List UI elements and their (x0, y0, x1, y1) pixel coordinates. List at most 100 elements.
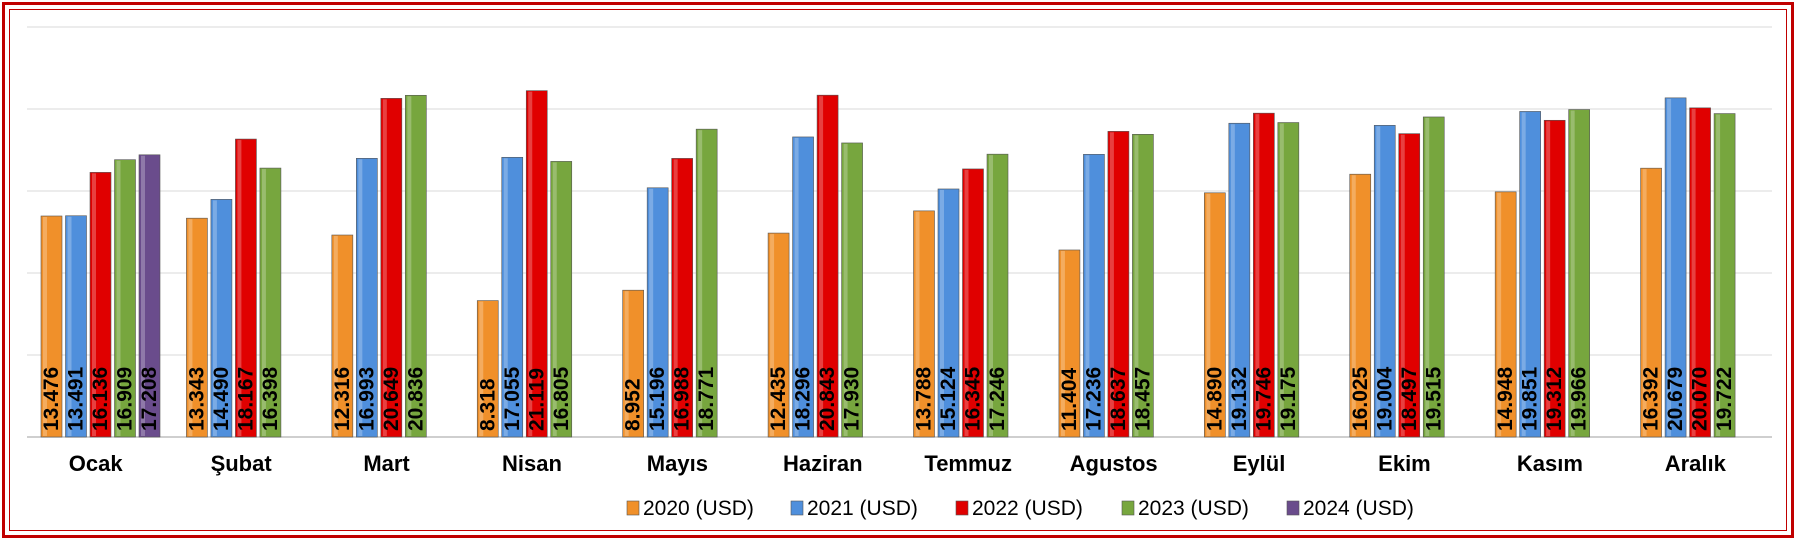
bar-highlight (1206, 193, 1211, 436)
data-label: 20.843 (816, 367, 839, 431)
bar-2021-usd-may-s (646, 187, 669, 438)
category-label: Nisan (502, 451, 562, 476)
bar-highlight (552, 162, 557, 436)
data-label: 15.196 (646, 367, 669, 431)
bar-highlight (407, 96, 412, 436)
bar-highlight (673, 159, 678, 437)
bar-2023-usd-ocak (114, 159, 136, 438)
bar-2022-usd-ubat (235, 138, 257, 438)
bar-2023-usd-aral-k (1713, 113, 1736, 438)
bar-2022-usd-eyl-l (1253, 112, 1275, 438)
bar-highlight (794, 137, 799, 436)
data-label: 11.404 (1058, 368, 1081, 431)
bar-highlight (1400, 134, 1405, 436)
bar-highlight (1497, 192, 1502, 436)
data-label: 20.649 (380, 367, 403, 431)
category-label: Ocak (69, 451, 124, 476)
bar-2021-usd-nisan (501, 156, 524, 438)
data-label: 17.055 (501, 366, 524, 431)
data-label: 17.930 (841, 367, 864, 431)
bar-highlight (382, 99, 387, 437)
legend-swatch (1121, 500, 1135, 516)
legend-label: 2023 (USD) (1138, 497, 1249, 520)
bar-2020-usd-may-s (622, 289, 644, 438)
bar-highlight (1425, 117, 1430, 436)
bar-highlight (141, 155, 145, 436)
bar-2023-usd-agustos (1132, 134, 1154, 438)
data-label: 12.435 (767, 366, 790, 431)
bar-2020-usd-temmuz (913, 210, 935, 438)
data-label: 14.890 (1203, 367, 1226, 431)
data-label: 19.515 (1422, 366, 1445, 431)
bars: 13.476 13.343 12.316 8.318 8.952 12.435 13.788… (40, 90, 1736, 438)
bar-highlight (1134, 135, 1139, 436)
data-label: 18.497 (1398, 367, 1421, 431)
legend-swatch (626, 500, 640, 516)
chart-inner-border (9, 9, 1787, 531)
bar-2024-usd-ocak (138, 154, 161, 438)
bar-highlight (940, 189, 944, 436)
bar-2021-usd-ubat (210, 199, 233, 438)
data-label: 16.988 (671, 366, 694, 431)
bar-highlight (188, 219, 193, 436)
data-label: 20.836 (404, 367, 427, 431)
bar-highlight (1667, 98, 1672, 436)
bar-2020-usd-ubat (186, 217, 208, 438)
bar-2023-usd-nisan (550, 161, 573, 438)
bar-highlight (649, 188, 654, 436)
bar-highlight (1279, 123, 1284, 436)
data-label: 18.771 (695, 366, 718, 431)
data-label: 19.132 (1228, 367, 1251, 431)
data-label: 15.124 (937, 366, 960, 431)
bar-2021-usd-eyl-l (1228, 122, 1251, 438)
bar-2020-usd-agustos (1058, 249, 1081, 438)
category-label: Haziran (783, 451, 862, 476)
bar-2022-usd-agustos (1107, 131, 1130, 438)
data-label: 16.805 (550, 366, 573, 431)
bar-2023-usd-ekim (1422, 116, 1445, 438)
bar-highlight (1716, 114, 1721, 436)
bar-2021-usd-ekim (1373, 125, 1396, 438)
bar-2023-usd-mart (405, 94, 427, 438)
bar-highlight (1255, 114, 1260, 437)
bar-2023-usd-haziran (841, 142, 863, 438)
bar-highlight (333, 236, 338, 436)
data-label: 14.490 (210, 367, 233, 431)
bar-2023-usd-eyl-l (1277, 122, 1300, 438)
bar-highlight (1085, 155, 1090, 437)
bar-2020-usd-mart (331, 234, 354, 438)
bar-highlight (624, 291, 629, 436)
bar-highlight (1109, 132, 1114, 436)
legend-swatch (955, 500, 969, 516)
bar-2020-usd-ekim (1349, 173, 1372, 438)
bar-highlight (237, 140, 242, 436)
legend-label: 2022 (USD) (972, 497, 1083, 520)
bar-2021-usd-agustos (1083, 154, 1105, 438)
data-label: 19.746 (1252, 367, 1275, 431)
bar-2023-usd-kas-m (1568, 109, 1590, 438)
bar-2022-usd-mart (380, 98, 403, 438)
bar-highlight (698, 130, 703, 437)
data-label: 19.966 (1568, 367, 1591, 431)
bar-2021-usd-aral-k (1664, 97, 1687, 438)
category-label: Temmuz (924, 451, 1012, 476)
category-label: Aralık (1665, 451, 1727, 476)
bar-highlight (843, 143, 848, 436)
bar-2021-usd-kas-m (1519, 111, 1541, 438)
data-label: 16.345 (962, 366, 985, 431)
bar-highlight (1376, 126, 1381, 436)
data-label: 19.722 (1713, 367, 1736, 431)
bar-highlight (1060, 250, 1065, 436)
bar-2021-usd-temmuz (937, 188, 960, 438)
category-label: Agustos (1070, 451, 1158, 476)
bar-2022-usd-temmuz (962, 168, 984, 438)
category-labels: Ocak Şubat Mart Nisan Mayıs Haziran Temmuz Agus… (69, 451, 1727, 476)
data-label: 18.296 (792, 367, 815, 431)
bar-highlight (43, 216, 47, 436)
bar-highlight (212, 200, 217, 436)
bar-2021-usd-haziran (792, 136, 814, 438)
data-label: 13.476 (40, 367, 63, 431)
legend-label: 2020 (USD) (643, 497, 754, 520)
bar-2020-usd-nisan (476, 300, 499, 438)
